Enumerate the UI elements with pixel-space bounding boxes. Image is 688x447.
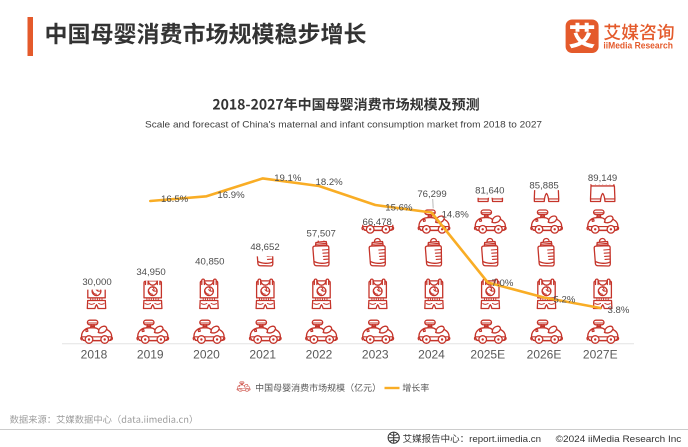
svg-text:14.8%: 14.8% <box>442 210 470 221</box>
svg-text:Scale and forecast of China's: Scale and forecast of China's maternal a… <box>145 120 542 131</box>
svg-text:7.0%: 7.0% <box>492 278 514 289</box>
svg-text:3.8%: 3.8% <box>608 305 630 316</box>
svg-text:81,640: 81,640 <box>475 186 504 197</box>
svg-text:48,652: 48,652 <box>250 242 279 253</box>
svg-text:2022: 2022 <box>306 348 333 362</box>
svg-text:18.2%: 18.2% <box>316 177 344 188</box>
svg-text:2023: 2023 <box>362 348 389 362</box>
svg-text:2020: 2020 <box>193 348 220 362</box>
svg-text:2024: 2024 <box>418 348 445 362</box>
svg-text:85,885: 85,885 <box>529 181 558 192</box>
svg-text:2019: 2019 <box>137 348 164 362</box>
svg-text:89,149: 89,149 <box>588 173 617 184</box>
svg-text:2026E: 2026E <box>527 348 562 362</box>
svg-text:16.5%: 16.5% <box>161 194 189 205</box>
svg-text:2018: 2018 <box>81 348 108 362</box>
svg-text:34,950: 34,950 <box>136 267 165 278</box>
svg-text:16.9%: 16.9% <box>217 190 245 201</box>
svg-text:57,507: 57,507 <box>307 229 336 240</box>
svg-text:iiMedia Research: iiMedia Research <box>603 40 673 50</box>
svg-text:19.1%: 19.1% <box>274 173 302 184</box>
svg-text:15.6%: 15.6% <box>385 203 413 214</box>
svg-text:2021: 2021 <box>249 348 276 362</box>
svg-text:©2024 iiMedia Research Inc: ©2024 iiMedia Research Inc <box>556 434 682 445</box>
svg-text:report.iimedia.cn: report.iimedia.cn <box>469 434 541 445</box>
svg-text:5.2%: 5.2% <box>554 295 576 306</box>
svg-text:76,299: 76,299 <box>417 189 446 200</box>
svg-text:40,850: 40,850 <box>195 257 224 268</box>
svg-text:2025E: 2025E <box>470 348 505 362</box>
svg-text:66,478: 66,478 <box>363 217 392 228</box>
svg-text:30,000: 30,000 <box>82 277 111 288</box>
svg-text:2027E: 2027E <box>583 348 618 362</box>
